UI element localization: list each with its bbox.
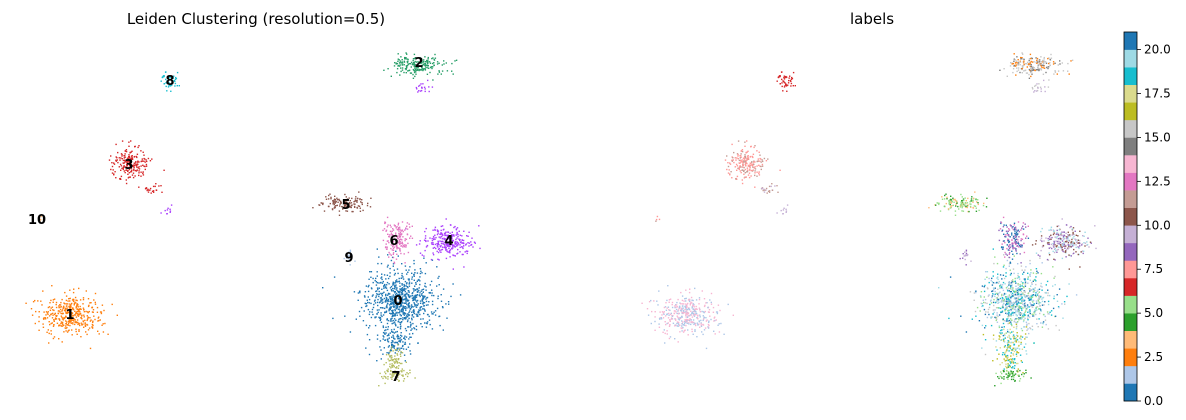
- colorbar-tick-label: 10.0: [1144, 218, 1171, 232]
- labels-points-region-7: [1031, 79, 1050, 93]
- colorbar-segment: [1124, 137, 1137, 156]
- cluster-8-points: [160, 71, 180, 92]
- cluster-6-points: [382, 216, 414, 264]
- cluster-0-points: [365, 318, 419, 362]
- cluster-4-points: [160, 204, 173, 215]
- colorbar-segment: [1124, 242, 1137, 261]
- cluster-7-points: [383, 344, 408, 376]
- colorbar-segment: [1124, 260, 1137, 279]
- colorbar-segment: [1124, 383, 1137, 402]
- cluster-1-points: [25, 285, 118, 350]
- labels-points-region-15: [655, 215, 661, 222]
- cluster-label-2: 2: [414, 56, 423, 71]
- colorbar-segment: [1124, 348, 1137, 367]
- cluster-label-4: 4: [444, 234, 453, 249]
- cluster-5-points: [312, 191, 372, 216]
- labels-points-region-3: [999, 52, 1074, 81]
- colorbar-segment: [1124, 313, 1137, 332]
- cluster-9-points: [343, 249, 356, 266]
- labels-points-region-11: [999, 344, 1024, 376]
- colorbar-tick-label: 17.5: [1144, 87, 1171, 101]
- colorbar-segment: [1124, 84, 1137, 103]
- labels-points-region-8: [776, 204, 789, 215]
- colorbar-segment: [1124, 67, 1137, 86]
- cluster-7-points: [378, 366, 416, 387]
- colorbar-ticks: 0.0 2.5 5.0 7.5 10.0 12.5 15.0 17.5 20.0: [1137, 43, 1171, 408]
- cluster-label-5: 5: [341, 198, 350, 213]
- labels-points-region-9: [928, 191, 988, 216]
- colorbar-frame: [1123, 31, 1138, 402]
- labels-points-region-2: [641, 285, 734, 350]
- cluster-3-points: [108, 140, 165, 188]
- labels-points-region-14: [959, 249, 972, 266]
- leiden-cluster-scatter: [25, 52, 481, 387]
- labels-points-region-0: [938, 248, 1078, 356]
- labels-points-region-10: [998, 216, 1030, 264]
- labels-points-region-6: [1021, 218, 1097, 270]
- cluster-label-3: 3: [124, 158, 133, 173]
- colorbar-segment: [1124, 119, 1137, 138]
- colorbar-segment: [1124, 32, 1137, 50]
- colorbar-segment: [1124, 207, 1137, 226]
- labels-points-region-5: [760, 183, 779, 194]
- colorbar-tick-label: 20.0: [1144, 43, 1171, 57]
- right-plot-title: labels: [850, 10, 894, 28]
- colorbar-segment: [1124, 278, 1137, 296]
- colorbar-segment: [1124, 365, 1137, 384]
- labels-points-region-12: [994, 366, 1032, 387]
- colorbar-tick-label: 2.5: [1144, 350, 1163, 364]
- colorbar-tick-label: 15.0: [1144, 130, 1171, 144]
- cluster-0-points: [322, 248, 462, 356]
- cluster-label-1: 1: [65, 308, 74, 323]
- colorbar-segment: [1124, 49, 1137, 68]
- cluster-label-9: 9: [344, 251, 353, 266]
- cluster-10-points: [39, 215, 45, 222]
- colorbar-tick-label: 0.0: [1144, 394, 1163, 408]
- labels-scatter: [641, 52, 1097, 387]
- colorbar-segment: [1124, 330, 1137, 349]
- colorbar-tick-label: 7.5: [1144, 262, 1163, 276]
- colorbar: 0.0 2.5 5.0 7.5 10.0 12.5 15.0 17.5 20.0: [1123, 31, 1171, 408]
- colorbar-segment: [1124, 172, 1137, 191]
- left-plot-title: Leiden Clustering (resolution=0.5): [127, 10, 385, 28]
- colorbar-segments: [1124, 32, 1137, 402]
- cluster-label-6: 6: [389, 234, 398, 249]
- cluster-label-8: 8: [165, 74, 174, 89]
- colorbar-segment: [1124, 225, 1137, 244]
- colorbar-tick-label: 5.0: [1144, 306, 1163, 320]
- cluster-label-0: 0: [393, 294, 402, 309]
- cluster-3-points: [144, 183, 163, 194]
- cluster-label-10: 10: [28, 213, 46, 228]
- cluster-4-points: [415, 79, 434, 93]
- colorbar-tick-label: 12.5: [1144, 174, 1171, 188]
- colorbar-segment: [1124, 155, 1137, 173]
- cluster-4-points: [405, 218, 481, 270]
- colorbar-segment: [1124, 190, 1137, 209]
- labels-points-region-4: [724, 140, 781, 188]
- cluster-labels: 0 1 2 3 4 5 6 7 8 9 10: [28, 56, 454, 385]
- cluster-2-points: [383, 52, 458, 81]
- labels-points-region-13: [776, 71, 796, 92]
- colorbar-segment: [1124, 102, 1137, 121]
- colorbar-segment: [1124, 295, 1137, 314]
- cluster-label-7: 7: [391, 370, 400, 385]
